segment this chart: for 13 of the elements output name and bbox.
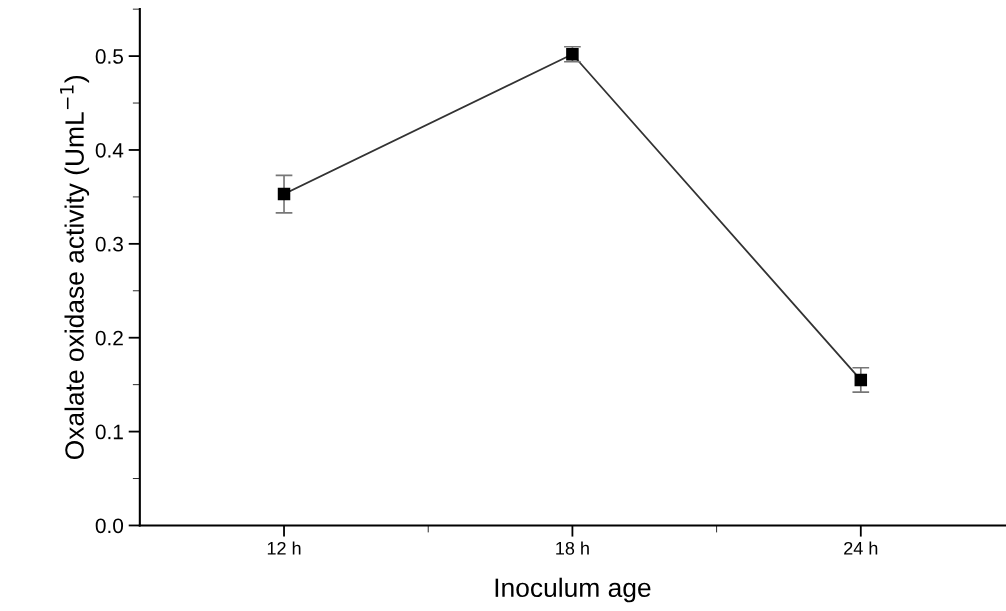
- point: [277, 187, 291, 201]
- y-tick-label: 0.1: [95, 424, 123, 440]
- x-tick-label: 18 h: [556, 541, 589, 555]
- x-tick-label: 12 h: [267, 541, 301, 555]
- y-tick-label: 0.5: [95, 49, 123, 64]
- x-axis-title: Inoculum age: [495, 577, 651, 603]
- y-tick-label: 0.0: [95, 518, 124, 534]
- point: [854, 373, 868, 387]
- x-tick-label: 24 h: [844, 541, 878, 555]
- y-axis-title: Oxalate oxidase activity (UmL$^{−1}$): [60, 75, 90, 460]
- y-tick-label: 0.2: [95, 330, 123, 346]
- y-tick-label: 0.3: [95, 236, 123, 252]
- y-tick-label: 0.4: [95, 142, 124, 158]
